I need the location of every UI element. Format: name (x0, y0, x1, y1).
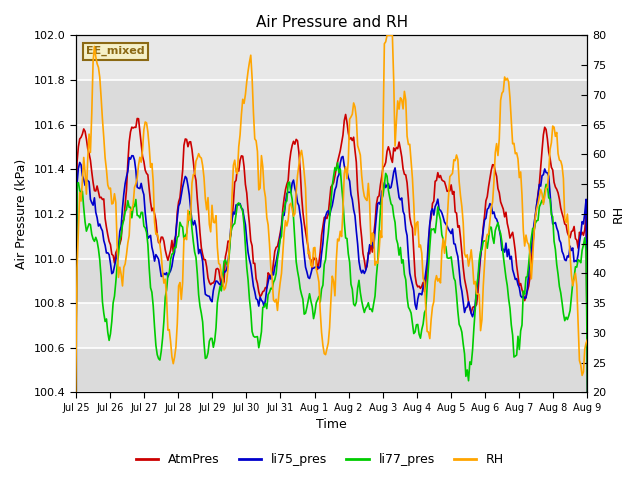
RH (514, 156, 522, 162)
Text: EE_mixed: EE_mixed (86, 46, 145, 56)
li75_pres (89, 202, 97, 208)
li75_pres (337, 160, 344, 166)
RH (335, 238, 343, 244)
li75_pres (128, 153, 136, 158)
AtmPres (89, 180, 97, 185)
Bar (76, 348, 588, 393)
Line: li77_pres: li77_pres (76, 163, 588, 393)
Bar (76, 169, 588, 214)
RH (584, 336, 591, 342)
AtmPres (581, 227, 589, 232)
li75_pres (106, 252, 113, 257)
li75_pres (581, 210, 589, 216)
Bar (76, 80, 588, 125)
AtmPres (514, 273, 522, 278)
RH (89, 59, 97, 64)
Title: Air Pressure and RH: Air Pressure and RH (255, 15, 408, 30)
RH (106, 186, 113, 192)
AtmPres (335, 154, 343, 159)
li77_pres (89, 236, 97, 242)
li75_pres (514, 282, 522, 288)
li75_pres (584, 390, 591, 396)
RH (438, 248, 445, 254)
X-axis label: Time: Time (316, 419, 347, 432)
Line: RH: RH (76, 36, 588, 392)
AtmPres (106, 239, 113, 244)
li77_pres (438, 232, 445, 238)
RH (581, 346, 589, 352)
Bar (76, 125, 588, 169)
RH (72, 389, 79, 395)
li77_pres (584, 390, 591, 396)
li75_pres (438, 210, 445, 216)
RH (383, 33, 391, 38)
Legend: AtmPres, li75_pres, li77_pres, RH: AtmPres, li75_pres, li77_pres, RH (131, 448, 509, 471)
AtmPres (72, 390, 79, 396)
Y-axis label: Air Pressure (kPa): Air Pressure (kPa) (15, 159, 28, 269)
AtmPres (584, 390, 591, 396)
AtmPres (438, 177, 445, 183)
Line: li75_pres: li75_pres (76, 156, 588, 393)
Bar (76, 303, 588, 348)
Bar (76, 214, 588, 259)
Line: AtmPres: AtmPres (76, 114, 588, 393)
li77_pres (337, 166, 344, 172)
Bar (76, 259, 588, 303)
li77_pres (581, 235, 589, 240)
Bar (76, 36, 588, 80)
li77_pres (514, 334, 522, 339)
li75_pres (72, 390, 79, 396)
li77_pres (72, 390, 79, 396)
Y-axis label: RH: RH (612, 205, 625, 223)
li77_pres (334, 160, 342, 166)
li77_pres (106, 337, 113, 343)
AtmPres (342, 111, 349, 117)
